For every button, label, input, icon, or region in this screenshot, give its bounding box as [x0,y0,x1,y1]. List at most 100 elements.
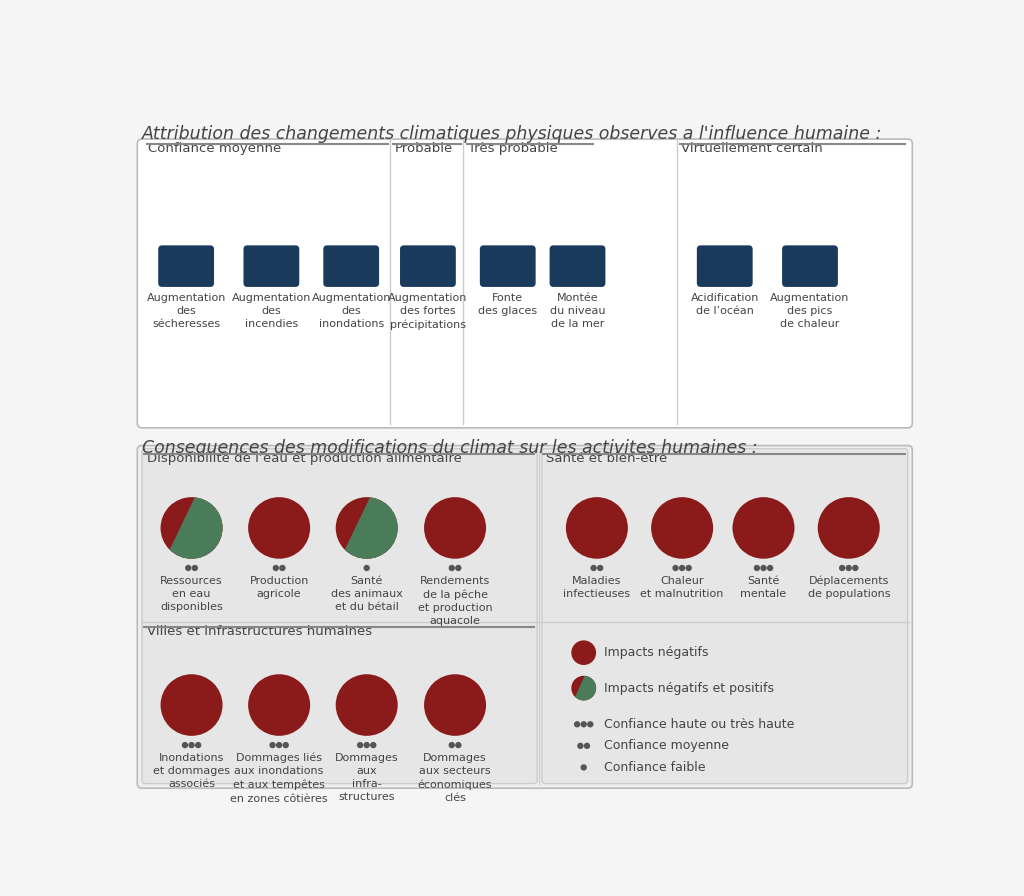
Text: Probable: Probable [394,142,453,155]
Polygon shape [180,495,231,560]
Ellipse shape [818,497,880,559]
Polygon shape [165,495,215,560]
Circle shape [193,565,198,571]
FancyBboxPatch shape [137,445,912,788]
Text: Confiance moyenne: Confiance moyenne [604,739,729,753]
Text: Disponibilité de l’eau et production alimentaire: Disponibilité de l’eau et production ali… [146,452,462,465]
Polygon shape [586,675,605,702]
Text: Santé
des animaux
et du bétail: Santé des animaux et du bétail [331,576,402,612]
Circle shape [761,565,766,571]
Circle shape [582,722,586,727]
Ellipse shape [336,674,397,736]
Text: Confiance haute ou très haute: Confiance haute ou très haute [604,718,795,731]
Text: Ressources
en eau
disponibles: Ressources en eau disponibles [160,576,223,612]
Text: Impacts négatifs: Impacts négatifs [604,646,709,659]
FancyBboxPatch shape [159,246,214,287]
FancyBboxPatch shape [542,449,907,784]
Polygon shape [371,495,422,560]
Text: Dommages liés
aux inondations
et aux tempêtes
en zones côtières: Dommages liés aux inondations et aux tem… [230,753,328,804]
Ellipse shape [566,497,628,559]
Text: Maladies
infectieuses: Maladies infectieuses [563,576,631,599]
Circle shape [680,565,685,571]
Text: Augmentation
des
incendies: Augmentation des incendies [231,293,311,330]
Text: Villes et infrastructures humaines: Villes et infrastructures humaines [146,625,372,638]
FancyBboxPatch shape [142,449,538,784]
FancyBboxPatch shape [400,246,456,287]
FancyBboxPatch shape [244,246,299,287]
Text: Augmentation
des pics
de chaleur: Augmentation des pics de chaleur [770,293,850,330]
Text: Augmentation
des
sécheresses: Augmentation des sécheresses [146,293,226,330]
Text: Acidification
de l’océan: Acidification de l’océan [690,293,759,316]
Circle shape [189,743,194,747]
Text: Inondations
et dommages
associés: Inondations et dommages associés [153,753,230,789]
Circle shape [585,744,590,748]
Ellipse shape [161,497,222,559]
Ellipse shape [248,674,310,736]
Ellipse shape [161,674,222,736]
Circle shape [588,722,593,727]
Circle shape [686,565,691,571]
Circle shape [185,565,190,571]
Circle shape [357,743,362,747]
Circle shape [846,565,851,571]
Circle shape [365,565,370,571]
Text: Consequences des modifications du climat sur les activites humaines :: Consequences des modifications du climat… [142,439,758,457]
Circle shape [182,743,187,747]
Text: Santé
mentale: Santé mentale [740,576,786,599]
Circle shape [574,722,580,727]
Ellipse shape [248,497,310,559]
Text: Fonte
des glaces: Fonte des glaces [478,293,538,316]
FancyBboxPatch shape [324,246,379,287]
Text: Très probable: Très probable [468,142,558,155]
Text: Montée
du niveau
de la mer: Montée du niveau de la mer [550,293,605,330]
Text: Augmentation
des
inondations: Augmentation des inondations [311,293,391,330]
FancyBboxPatch shape [697,246,753,287]
Circle shape [755,565,760,571]
Text: Confiance faible: Confiance faible [604,761,706,774]
Circle shape [371,743,376,747]
Circle shape [456,565,461,571]
Text: Dommages
aux secteurs
économiques
clés: Dommages aux secteurs économiques clés [418,753,493,803]
Polygon shape [580,675,599,702]
Text: Confiance moyenne: Confiance moyenne [148,142,282,155]
Circle shape [853,565,858,571]
Ellipse shape [424,674,486,736]
Ellipse shape [336,497,397,559]
Ellipse shape [651,497,713,559]
Text: Dommages
aux
infra-
structures: Dommages aux infra- structures [335,753,398,803]
FancyBboxPatch shape [550,246,605,287]
FancyBboxPatch shape [137,139,912,428]
Text: Production
agricole: Production agricole [250,576,309,599]
Polygon shape [355,495,407,560]
Polygon shape [340,495,390,560]
Text: Impacts négatifs et positifs: Impacts négatifs et positifs [604,682,774,694]
Text: Augmentation
des fortes
précipitations: Augmentation des fortes précipitations [388,293,468,331]
Circle shape [673,565,678,571]
Circle shape [270,743,275,747]
Circle shape [280,565,285,571]
Text: Déplacements
de populations: Déplacements de populations [808,576,890,599]
Circle shape [456,743,461,747]
Circle shape [365,743,370,747]
FancyBboxPatch shape [480,246,536,287]
Polygon shape [572,675,593,702]
Ellipse shape [732,497,795,559]
Circle shape [582,765,586,770]
Circle shape [578,744,583,748]
Ellipse shape [424,497,486,559]
Circle shape [450,565,455,571]
Circle shape [284,743,288,747]
Circle shape [591,565,596,571]
Circle shape [276,743,282,747]
Circle shape [196,743,201,747]
Polygon shape [196,495,247,560]
Text: Rendements
de la pêche
et production
aquacole: Rendements de la pêche et production aqu… [418,576,493,626]
Text: Santé et bien-être: Santé et bien-être [547,452,668,465]
Ellipse shape [571,641,596,665]
FancyBboxPatch shape [782,246,838,287]
Circle shape [273,565,279,571]
Ellipse shape [571,676,596,701]
Circle shape [450,743,455,747]
Circle shape [598,565,603,571]
Circle shape [840,565,845,571]
